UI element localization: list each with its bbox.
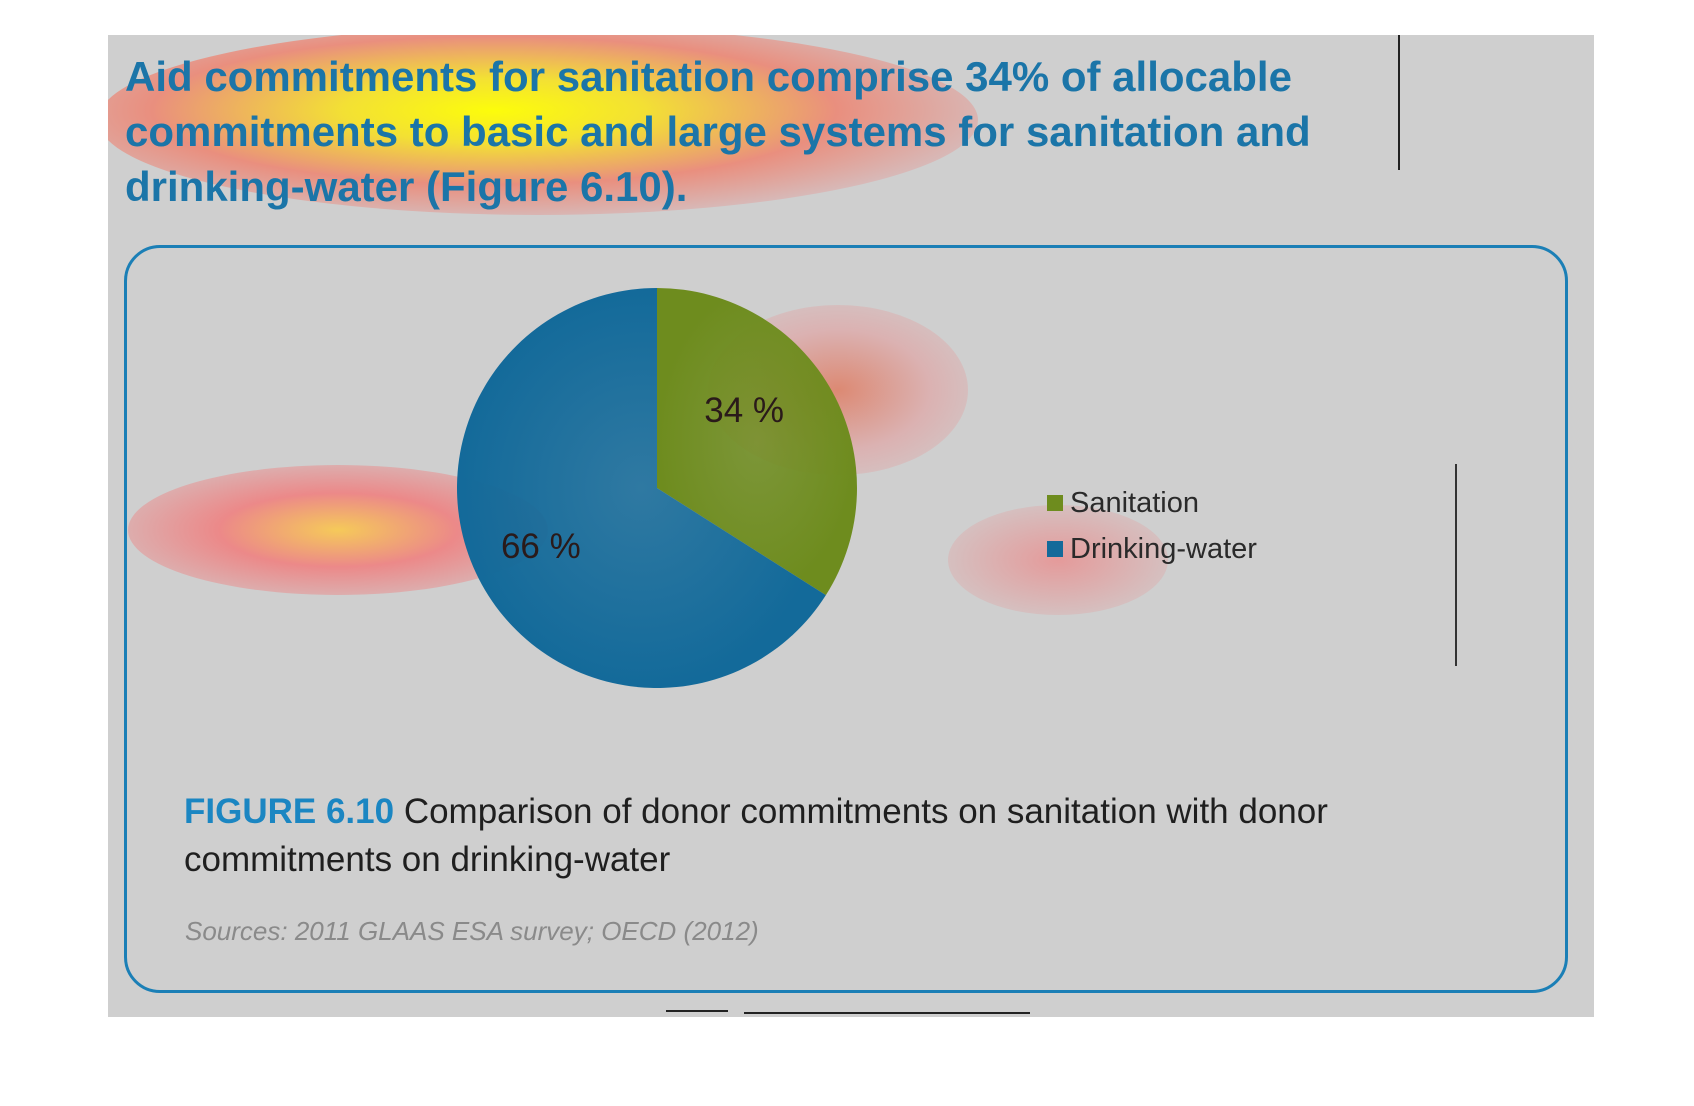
pie-chart: 34 % 66 %	[456, 288, 857, 688]
legend-swatch	[1047, 495, 1063, 511]
legend-label: Drinking-water	[1070, 532, 1257, 565]
pie-slice-sanitation	[657, 288, 857, 596]
pie-slice-drinking-water	[456, 288, 826, 688]
pie-data-label-drinking-water: 66 %	[501, 527, 581, 566]
figure-label: FIGURE 6.10	[184, 792, 395, 831]
vertical-rule	[1455, 464, 1457, 666]
chart-legend: Sanitation Drinking-water	[1047, 480, 1257, 572]
pie-data-label-sanitation: 34 %	[704, 391, 784, 430]
bottom-rule-short	[666, 1010, 728, 1012]
figure-source: Sources: 2011 GLAAS ESA survey; OECD (20…	[185, 916, 759, 946]
legend-label: Sanitation	[1070, 486, 1199, 519]
page: Aid commitments for sanitation comprise …	[108, 35, 1594, 1017]
legend-swatch	[1047, 541, 1063, 557]
legend-item-sanitation: Sanitation	[1047, 480, 1257, 526]
bottom-rule-long	[744, 1012, 1030, 1014]
figure-caption: FIGURE 6.10 Comparison of donor commitme…	[184, 788, 1484, 884]
figure-box: 34 % 66 % Sanitation Drinking-water FIGURE…	[124, 245, 1568, 993]
headline: Aid commitments for sanitation comprise …	[125, 53, 1311, 210]
text-cursor-line	[1398, 35, 1400, 170]
legend-item-drinking-water: Drinking-water	[1047, 526, 1257, 572]
figure-caption-text: Comparison of donor commitments on sanit…	[184, 792, 1328, 879]
